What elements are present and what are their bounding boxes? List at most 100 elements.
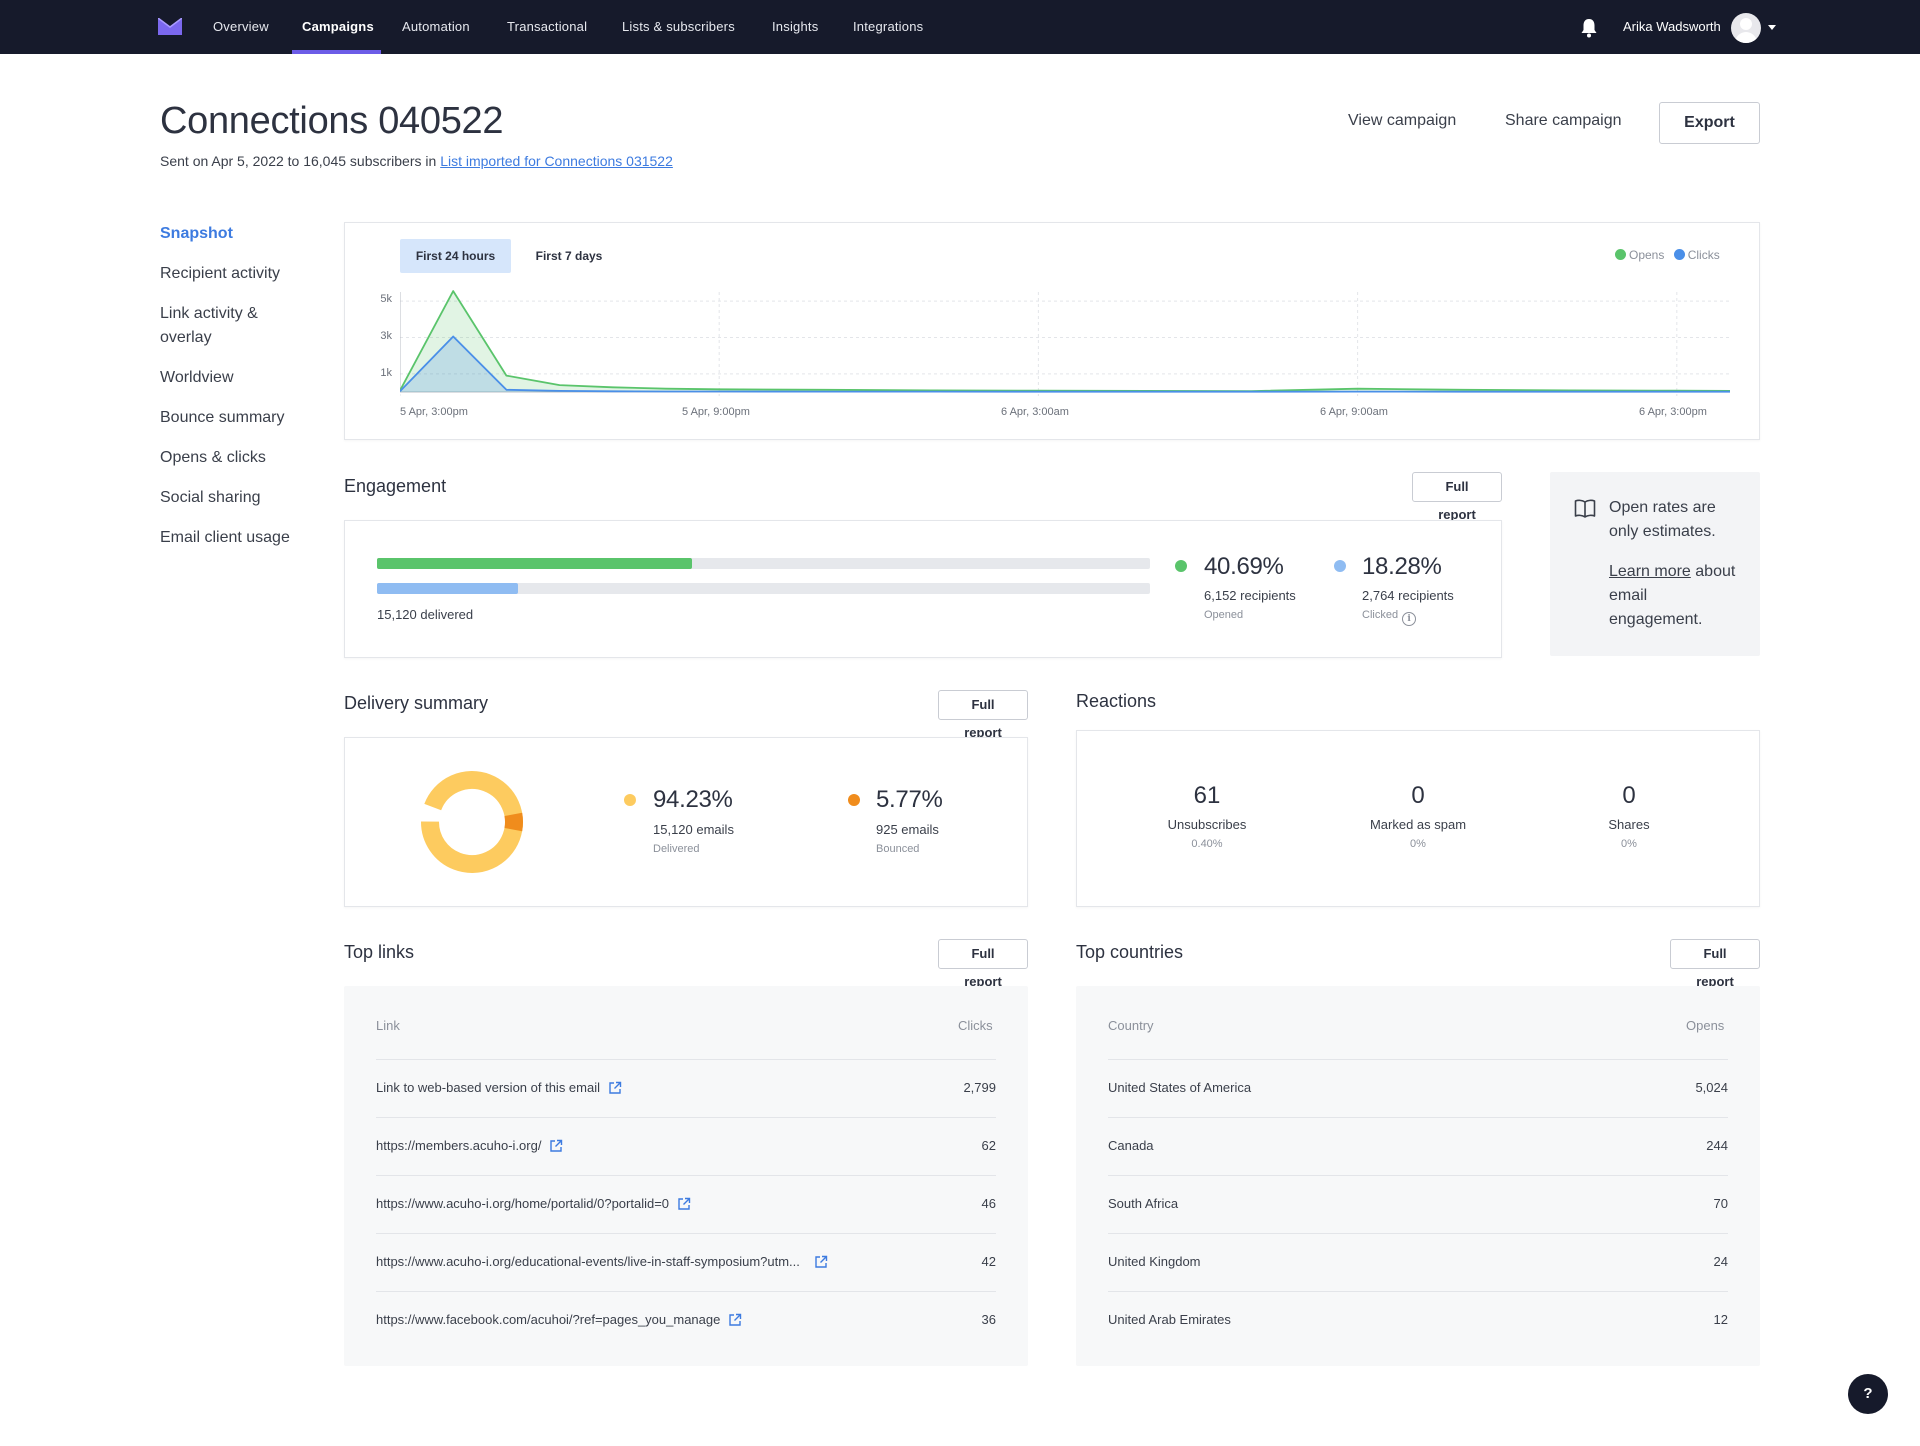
nav-lists-subscribers[interactable]: Lists & subscribers xyxy=(622,19,735,34)
top-navigation-bar: Overview Campaigns Automation Transactio… xyxy=(0,0,1920,54)
mailerlite-logo-icon[interactable] xyxy=(158,18,182,35)
link-url[interactable]: https://www.acuho-i.org/educational-even… xyxy=(376,1254,800,1269)
activity-chart xyxy=(400,290,1730,396)
y-tick-label: 3k xyxy=(380,330,392,342)
help-button[interactable]: ? xyxy=(1848,1374,1888,1414)
y-tick-label: 1k xyxy=(380,367,392,379)
chart-legend: Opens Clicks xyxy=(1615,248,1720,262)
share-campaign-link[interactable]: Share campaign xyxy=(1505,112,1622,129)
sidebar-item-email-client-usage[interactable]: Email client usage xyxy=(160,529,290,546)
list-link[interactable]: List imported for Connections 031522 xyxy=(440,153,673,169)
top-links-full-report-button[interactable]: Full report xyxy=(938,939,1028,989)
nav-integrations[interactable]: Integrations xyxy=(853,19,924,34)
shares-percent: 0% xyxy=(1621,838,1637,850)
info-icon[interactable]: i xyxy=(1402,612,1417,626)
country-opens: 12 xyxy=(1713,1312,1728,1327)
user-name[interactable]: Arika Wadsworth xyxy=(1623,19,1721,34)
row-divider xyxy=(376,1233,996,1234)
delivery-donut-chart xyxy=(421,771,523,873)
report-sidebar: Snapshot Recipient activity Link activit… xyxy=(160,222,310,566)
view-campaign-link[interactable]: View campaign xyxy=(1348,112,1457,129)
delivery-full-report-button[interactable]: Full report xyxy=(938,690,1028,740)
external-link-icon[interactable] xyxy=(814,1255,828,1269)
clicks-area xyxy=(400,336,1730,392)
clicked-bar-fill xyxy=(377,583,519,594)
opened-percent: 40.69% xyxy=(1204,553,1284,580)
country-opens: 70 xyxy=(1713,1196,1728,1211)
legend-clicks-swatch xyxy=(1673,249,1685,260)
x-tick-label: 6 Apr, 3:00pm xyxy=(1639,406,1707,418)
row-divider xyxy=(1108,1059,1728,1060)
sidebar-item-social-sharing[interactable]: Social sharing xyxy=(160,489,261,506)
table-row: https://www.acuho-i.org/educational-even… xyxy=(376,1254,828,1269)
bounced-emails: 925 emails xyxy=(876,822,939,837)
link-url[interactable]: https://members.acuho-i.org/ xyxy=(376,1138,542,1153)
table-row: Link to web-based version of this email xyxy=(376,1080,622,1095)
delivery-card xyxy=(344,737,1028,907)
learn-more-link[interactable]: Learn more xyxy=(1609,563,1691,580)
nav-automation[interactable]: Automation xyxy=(402,19,470,34)
delivered-donut-slice xyxy=(421,771,523,873)
top-countries-title: Top countries xyxy=(1076,942,1184,962)
delivered-emails: 15,120 emails xyxy=(653,822,734,837)
sidebar-item-bounce-summary[interactable]: Bounce summary xyxy=(160,409,285,426)
nav-insights[interactable]: Insights xyxy=(772,19,819,34)
opened-caption: Opened xyxy=(1204,609,1244,621)
campaign-subtitle: Sent on Apr 5, 2022 to 16,045 subscriber… xyxy=(160,153,673,169)
country-name: United Kingdom xyxy=(1108,1254,1201,1269)
delivered-caption: Delivered xyxy=(653,843,700,855)
table-row: https://www.facebook.com/acuhoi/?ref=pag… xyxy=(376,1312,742,1327)
external-link-icon[interactable] xyxy=(549,1139,563,1153)
link-clicks: 62 xyxy=(981,1138,996,1153)
engagement-full-report-button[interactable]: Full report xyxy=(1412,472,1502,522)
column-header-opens: Opens xyxy=(1686,1018,1725,1033)
nav-overview[interactable]: Overview xyxy=(213,19,269,34)
external-link-icon[interactable] xyxy=(608,1081,622,1095)
bell-icon[interactable] xyxy=(1580,18,1598,38)
top-links-title: Top links xyxy=(344,942,415,962)
nav-transactional[interactable]: Transactional xyxy=(507,19,588,34)
opens-area xyxy=(400,291,1730,392)
clicks-line xyxy=(400,335,1730,393)
delivered-percent: 94.23% xyxy=(653,786,733,813)
link-url[interactable]: Link to web-based version of this email xyxy=(376,1080,601,1095)
x-tick-label: 5 Apr, 3:00pm xyxy=(400,406,468,418)
sidebar-item-opens-clicks[interactable]: Opens & clicks xyxy=(160,449,266,466)
learn-more-wrap: Learn more about email engagement. xyxy=(1609,560,1739,632)
sidebar-item-recipient-activity[interactable]: Recipient activity xyxy=(160,265,281,282)
link-url[interactable]: https://www.facebook.com/acuhoi/?ref=pag… xyxy=(376,1312,721,1327)
nav-campaigns[interactable]: Campaigns xyxy=(302,19,374,34)
external-link-icon[interactable] xyxy=(677,1197,691,1211)
shares-label: Shares xyxy=(1608,817,1650,832)
country-name: South Africa xyxy=(1108,1196,1179,1211)
export-button[interactable]: Export xyxy=(1659,102,1760,144)
top-links-table xyxy=(344,986,1028,1366)
clicked-percent: 18.28% xyxy=(1362,553,1442,580)
sidebar-item-snapshot[interactable]: Snapshot xyxy=(160,225,233,242)
chevron-down-icon[interactable] xyxy=(1768,25,1776,30)
top-countries-full-report-button[interactable]: Full report xyxy=(1670,939,1760,989)
learn-more-suffix: about email engagement. xyxy=(1609,563,1736,628)
external-link-icon[interactable] xyxy=(728,1313,742,1327)
opened-bar-track xyxy=(377,558,1150,569)
clicked-caption-wrap: Clicked i xyxy=(1362,609,1417,626)
row-divider xyxy=(1108,1291,1728,1292)
avatar[interactable] xyxy=(1731,13,1761,43)
opened-dot xyxy=(1175,560,1187,572)
tab-first-24-hours[interactable]: First 24 hours xyxy=(400,239,511,273)
country-name: United States of America xyxy=(1108,1080,1252,1095)
unsubscribes-label: Unsubscribes xyxy=(1167,817,1247,832)
row-divider xyxy=(376,1059,996,1060)
tab-first-7-days[interactable]: First 7 days xyxy=(535,249,603,263)
bounced-caption: Bounced xyxy=(876,843,920,855)
sidebar-item-link-activity[interactable]: Link activity & overlay xyxy=(160,305,258,346)
row-divider xyxy=(1108,1175,1728,1176)
book-icon xyxy=(1574,499,1596,518)
link-url[interactable]: https://www.acuho-i.org/home/portalid/0?… xyxy=(376,1196,670,1211)
spam-count: 0 xyxy=(1411,782,1425,809)
sidebar-item-worldview[interactable]: Worldview xyxy=(160,369,234,386)
clicked-recipients: 2,764 recipients xyxy=(1362,588,1454,603)
clicked-dot xyxy=(1334,560,1346,572)
table-row: https://members.acuho-i.org/ xyxy=(376,1138,563,1153)
top-countries-table xyxy=(1076,986,1760,1366)
